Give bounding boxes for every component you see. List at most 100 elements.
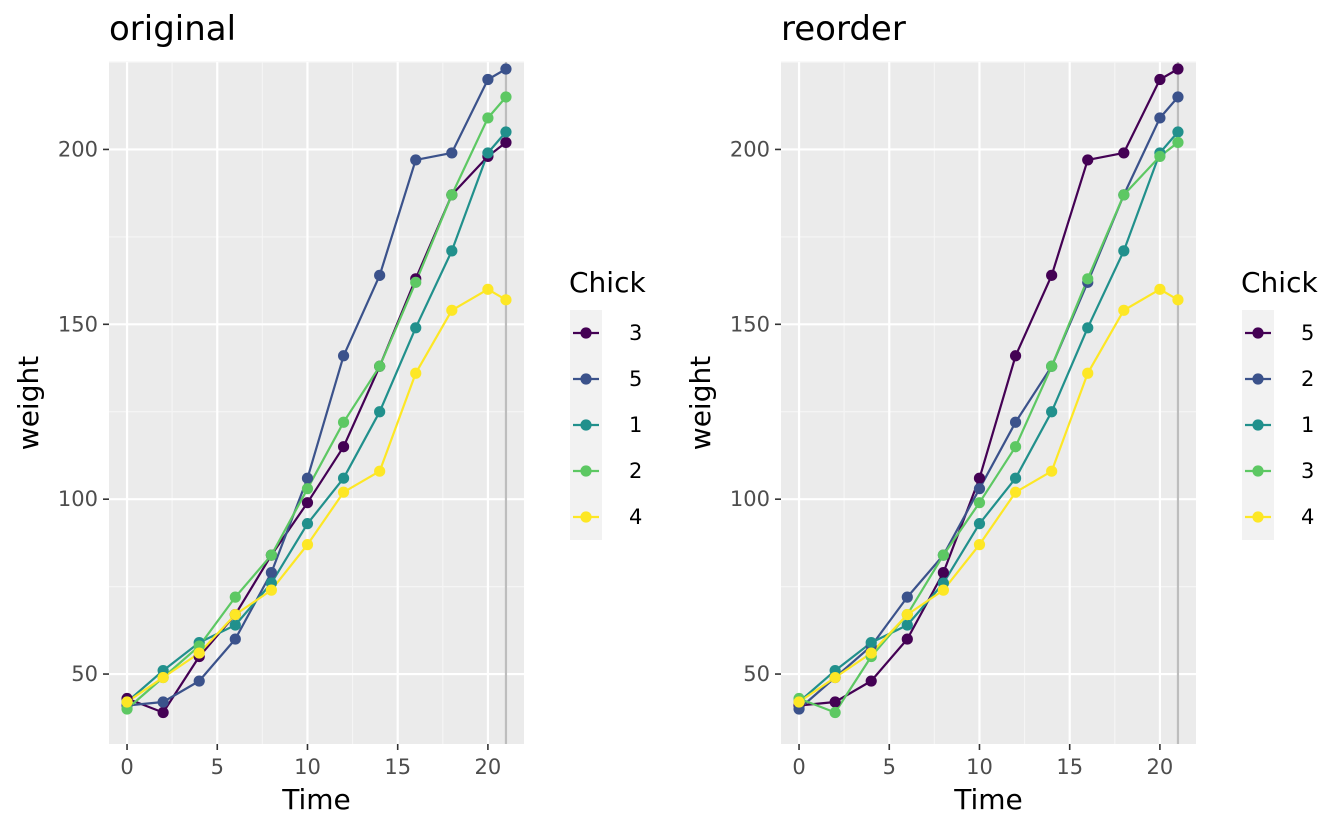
data-point-chick-4 [1118,304,1130,316]
data-point-chick-1 [337,472,350,484]
data-point-chick-2 [500,91,512,103]
data-point-chick-1 [410,322,422,334]
legend-label: 3 [629,321,642,345]
legend-item-chick-5: 5 [1245,321,1314,345]
data-point-chick-1 [1118,245,1130,257]
y-tick-label: 200 [730,137,770,161]
data-point-chick-2 [410,276,422,288]
series-line-chick-1 [126,131,507,703]
data-point-chick-1 [865,636,877,649]
data-point-chick-3 [157,706,169,719]
chart-title: original [109,9,236,49]
data-point-chick-5 [229,633,241,645]
y-axis-title: weight [684,356,717,450]
legend-key-point [1252,465,1264,477]
legend-item-chick-3: 3 [573,321,642,345]
legend-item-chick-1: 1 [573,413,642,437]
x-axis-title: Time [953,783,1023,816]
data-point-chick-4 [265,584,277,596]
data-point-chick-4 [865,647,877,659]
data-point-chick-5 [157,696,169,708]
chart-title: reorder [781,9,906,49]
data-point-chick-4 [121,696,133,708]
data-point-chick-4 [482,283,494,295]
x-tick-label: 20 [475,755,502,779]
data-point-chick-4 [901,608,913,621]
data-point-chick-4 [937,584,949,596]
data-point-chick-4 [157,671,169,684]
data-point-chick-1 [901,619,913,631]
data-point-chick-4 [973,539,986,551]
data-point-chick-1 [1009,472,1022,484]
series-line-chick-5 [126,68,507,707]
legend-item-chick-2: 2 [1245,367,1314,391]
data-point-chick-5 [1154,73,1166,86]
data-point-chick-2 [301,483,314,495]
legend-item-chick-3: 3 [1245,459,1314,483]
series-line-chick-2 [126,96,507,710]
data-point-chick-2 [901,591,913,603]
data-point-chick-2 [973,483,986,495]
data-point-chick-5 [446,147,458,159]
data-point-chick-5 [500,63,512,75]
data-point-chick-1 [301,518,314,530]
data-point-chick-5 [1046,269,1058,281]
x-tick-label: 10 [294,755,321,779]
legend-key-point [580,327,592,339]
data-point-chick-2 [446,189,458,201]
legend-item-chick-4: 4 [573,505,642,529]
legend-item-chick-2: 2 [573,459,642,483]
data-point-chick-2 [482,112,494,124]
data-point-chick-2 [337,416,350,428]
data-point-chick-4 [1046,465,1058,477]
data-point-chick-4 [829,671,841,684]
x-tick-label: 10 [966,755,993,779]
data-point-chick-1 [482,147,494,159]
data-point-chick-4 [1082,367,1094,379]
y-axis-title: weight [12,356,45,450]
data-point-chick-2 [1154,112,1166,124]
data-point-chick-2 [265,549,277,561]
y-tick-label: 100 [730,487,770,511]
data-point-chick-3 [1009,441,1022,453]
y-tick-label: 100 [58,487,98,511]
data-point-chick-2 [1009,416,1022,428]
legend-title: Chick [1241,266,1318,299]
series-line-chick-3 [798,141,1179,714]
data-point-chick-2 [1172,91,1184,103]
legend-title: Chick [569,266,646,299]
data-point-chick-1 [973,518,986,530]
legend-key-point [580,419,592,431]
data-point-chick-5 [937,567,949,579]
data-point-chick-5 [973,472,986,484]
data-point-chick-4 [337,486,350,498]
y-tick-label: 200 [58,137,98,161]
data-point-chick-3 [1118,189,1130,201]
y-tick-label: 50 [743,662,770,686]
y-tick-label: 150 [730,312,770,336]
data-point-chick-3 [337,441,350,453]
legend-item-chick-5: 5 [573,367,642,391]
data-point-chick-3 [973,497,986,509]
data-point-chick-4 [1172,294,1184,306]
legend-key-point [1252,511,1264,523]
legend-item-chick-1: 1 [1245,413,1314,437]
data-point-chick-3 [937,549,949,561]
data-point-chick-1 [1046,406,1058,418]
data-point-chick-3 [500,136,512,149]
plot-background [781,62,1196,744]
data-point-chick-4 [193,647,205,659]
data-point-chick-5 [1118,147,1130,159]
x-tick-label: 5 [211,755,224,779]
series-line-chick-5 [798,68,1179,707]
data-point-chick-4 [446,304,458,316]
series-line-chick-2 [798,96,1179,710]
x-tick-label: 5 [883,755,896,779]
data-point-chick-5 [829,696,841,708]
data-point-chick-3 [1082,273,1094,285]
legend-label: 5 [629,367,642,391]
data-point-chick-5 [1009,350,1022,362]
legend-key-point [1252,327,1264,339]
